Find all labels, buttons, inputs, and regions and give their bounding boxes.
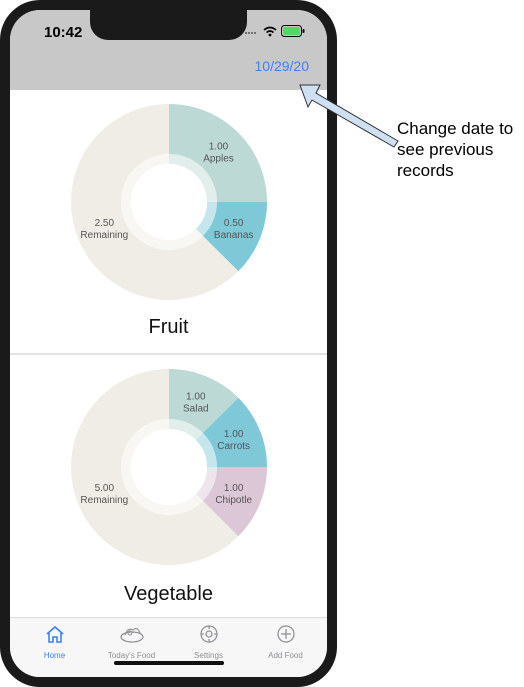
slice-name-label: Carrots bbox=[217, 441, 250, 452]
slice-name-label: Bananas bbox=[214, 230, 253, 241]
donut-slice-remaining bbox=[71, 369, 239, 565]
settings-icon bbox=[199, 625, 218, 643]
tab-home[interactable]: Home bbox=[15, 624, 94, 660]
donut-inner-ring bbox=[195, 467, 217, 501]
tab-add-food[interactable]: Add Food bbox=[246, 624, 325, 660]
tab-settings[interactable]: Settings bbox=[169, 624, 248, 660]
donut-slice-bananas bbox=[202, 202, 267, 272]
fruit-card: 1.00 Apples 0.50 Bananas 2.50 Remaining Fruit bbox=[10, 90, 327, 355]
slice-name-label: Chipotle bbox=[215, 495, 252, 506]
phone-frame: 10:42 10/29/20 bbox=[0, 0, 337, 687]
food-icon bbox=[119, 627, 144, 643]
tab-label-todays-food: Today's Food bbox=[107, 651, 156, 660]
slice-name-label: Apples bbox=[203, 154, 234, 165]
slice-value-label: 2.50 bbox=[95, 218, 115, 229]
donut-slice-carrots bbox=[202, 397, 267, 467]
date-picker-button[interactable]: 10/29/20 bbox=[254, 58, 310, 74]
annotation-arrow bbox=[299, 84, 399, 148]
app-screen: 10:42 10/29/20 bbox=[10, 10, 327, 677]
add-icon bbox=[276, 625, 295, 643]
slice-value-label: 1.00 bbox=[224, 483, 244, 494]
tab-label-settings: Settings bbox=[194, 651, 223, 660]
vegetable-card: 1.00 Salad 1.00 Carrots 1.00 Chipotle 5.00 Rema… bbox=[10, 355, 327, 620]
donut-slice-apples bbox=[169, 104, 267, 202]
annotation-text: Change date to see previous records bbox=[397, 119, 514, 180]
chart-title-vegetable: Vegetable bbox=[124, 583, 213, 605]
home-indicator bbox=[114, 661, 224, 665]
status-icons bbox=[245, 25, 305, 37]
tab-bar: Home Today's Food Settings bbox=[10, 617, 327, 677]
slice-name-label: Remaining bbox=[80, 495, 128, 506]
slice-value-label: 1.00 bbox=[186, 391, 206, 402]
nav-bar: 10/29/20 bbox=[10, 54, 327, 90]
donut-slice-chipotle bbox=[202, 467, 267, 537]
slice-value-label: 1.00 bbox=[209, 142, 229, 153]
slice-value-label: 0.50 bbox=[224, 218, 244, 229]
donut-hole bbox=[131, 429, 207, 505]
donut-inner-ring bbox=[121, 419, 203, 515]
chart-title-fruit: Fruit bbox=[148, 316, 189, 338]
signal-icon bbox=[245, 32, 256, 34]
donut-inner-ring bbox=[169, 419, 203, 441]
status-bar: 10:42 bbox=[10, 10, 327, 54]
donut-slice-salad bbox=[169, 369, 239, 434]
donut-inner-ring bbox=[195, 202, 217, 236]
notch bbox=[90, 10, 247, 40]
donut-hole bbox=[131, 164, 207, 240]
slice-name-label: Remaining bbox=[80, 230, 128, 241]
vegetable-donut-chart: 1.00Salad1.00Carrots1.00Chipotle5.00Rema… bbox=[71, 369, 267, 565]
wifi-icon bbox=[263, 26, 277, 36]
tab-todays-food[interactable]: Today's Food bbox=[92, 624, 171, 660]
card-divider bbox=[10, 353, 327, 355]
home-icon bbox=[45, 625, 64, 643]
tab-label-home: Home bbox=[43, 651, 66, 660]
donut-slice-remaining bbox=[71, 104, 239, 300]
status-time: 10:42 bbox=[44, 24, 83, 41]
tab-label-add-food: Add Food bbox=[268, 651, 303, 660]
slice-name-label: Salad bbox=[183, 403, 209, 414]
slice-value-label: 1.00 bbox=[224, 429, 244, 440]
slice-value-label: 5.00 bbox=[95, 483, 115, 494]
donut-inner-ring bbox=[121, 154, 203, 250]
donut-inner-ring bbox=[169, 154, 217, 202]
donut-inner-ring bbox=[195, 433, 217, 467]
battery-icon bbox=[281, 25, 305, 37]
